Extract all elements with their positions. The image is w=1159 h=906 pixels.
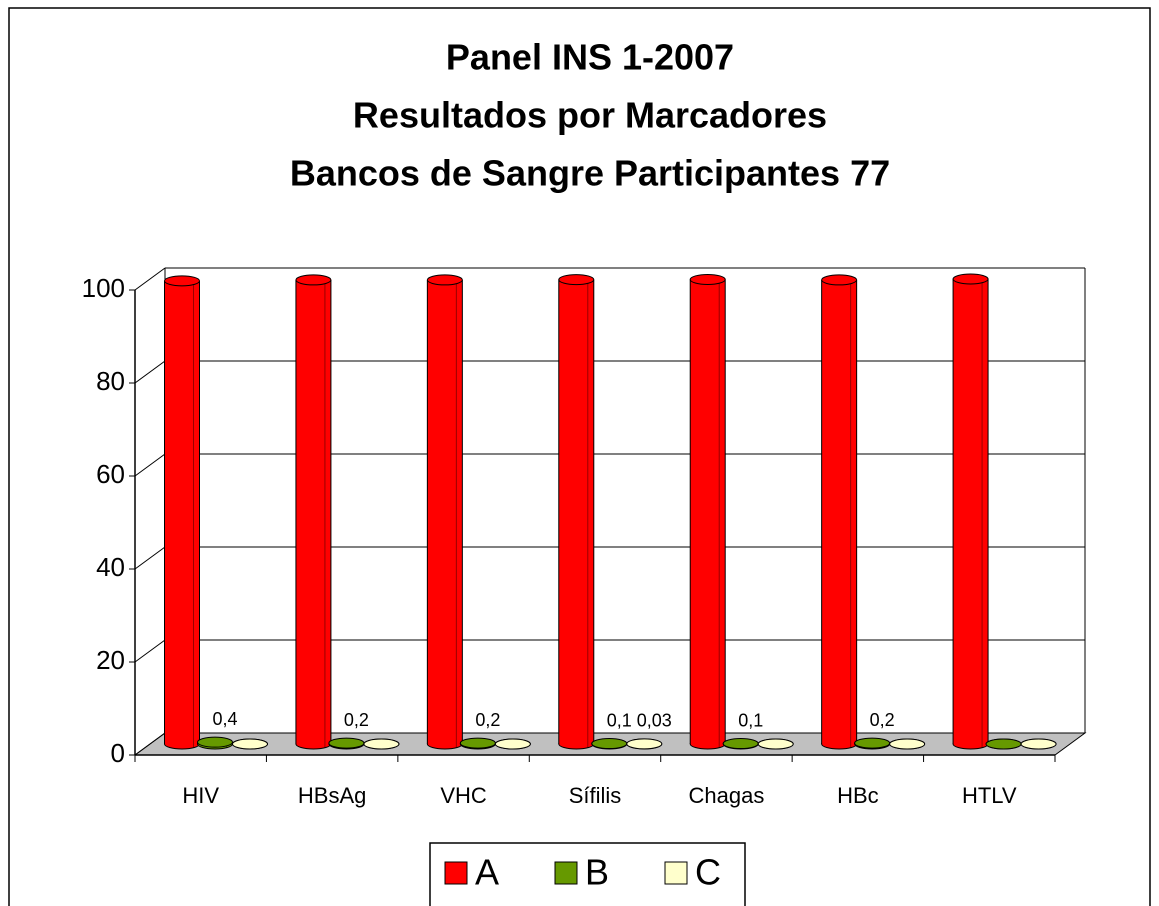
- bar-part: [626, 738, 663, 750]
- bar-part: [722, 738, 759, 750]
- bar-part: [558, 274, 595, 286]
- data-label: 0,2: [475, 710, 500, 730]
- bar: [328, 737, 365, 750]
- bar-part: [690, 279, 726, 744]
- bar-part: [164, 275, 200, 287]
- bar-part: [197, 736, 233, 748]
- legend-label: C: [695, 852, 721, 893]
- chart-title: Resultados por Marcadores: [353, 95, 827, 136]
- bar-part: [953, 279, 989, 744]
- bar-part: [363, 738, 400, 750]
- bar-part: [1020, 738, 1057, 750]
- bar: [558, 274, 595, 750]
- legend-swatch: [554, 861, 578, 885]
- bar-part: [821, 274, 858, 286]
- x-tick-label: HTLV: [962, 783, 1017, 808]
- bar: [821, 274, 858, 750]
- bar-part: [757, 738, 794, 750]
- bar: [197, 736, 233, 750]
- bar-part: [295, 279, 331, 744]
- y-tick-label: 100: [82, 273, 125, 303]
- grid-line: [134, 546, 166, 570]
- bar: [854, 737, 891, 750]
- bar: [426, 274, 463, 750]
- data-label: 0,4: [212, 709, 237, 729]
- data-label: 0,2: [870, 710, 895, 730]
- x-tick-label: VHC: [440, 783, 487, 808]
- grid-line: [134, 453, 166, 477]
- chart-title: Bancos de Sangre Participantes 77: [290, 153, 890, 194]
- bar-part: [328, 737, 365, 749]
- bar: [889, 738, 926, 750]
- bar-part: [889, 738, 926, 750]
- bar: [459, 737, 496, 750]
- data-label: 0,1: [607, 710, 632, 730]
- grid-line: [134, 732, 166, 756]
- bar-part: [821, 279, 857, 744]
- y-tick-label: 20: [96, 645, 125, 675]
- bar: [952, 273, 989, 750]
- bar: [722, 738, 759, 750]
- legend-label: A: [475, 852, 499, 893]
- legend-swatch: [664, 861, 688, 885]
- y-tick-label: 80: [96, 366, 125, 396]
- data-label: 0,1: [738, 710, 763, 730]
- bar-part: [854, 737, 891, 749]
- data-label: 0,03: [637, 711, 672, 731]
- bar: [494, 738, 531, 750]
- legend-box: [429, 842, 746, 906]
- bar-part: [426, 274, 463, 286]
- bar: [232, 738, 268, 750]
- grid-line: [134, 360, 166, 384]
- bar: [1020, 738, 1057, 750]
- y-tick-label: 40: [96, 552, 125, 582]
- grid-line: [134, 639, 166, 663]
- bar-part: [494, 738, 531, 750]
- bar-part: [558, 279, 594, 744]
- bar-part: [295, 274, 332, 286]
- data-label: 0,2: [344, 710, 369, 730]
- bar-part: [427, 279, 463, 744]
- bar-part: [164, 280, 200, 744]
- x-tick-label: Sífilis: [569, 783, 622, 808]
- bar-part: [985, 738, 1022, 750]
- bar: [985, 738, 1022, 750]
- y-tick-label: 0: [111, 738, 125, 768]
- bar-part: [689, 273, 726, 285]
- x-tick-label: HIV: [182, 783, 219, 808]
- bar-part: [459, 737, 496, 749]
- legend-label: B: [585, 852, 609, 893]
- y-tick-label: 60: [96, 459, 125, 489]
- bar: [626, 738, 663, 750]
- bar: [363, 738, 400, 750]
- grid-line: [134, 267, 166, 291]
- bar: [757, 738, 794, 750]
- bar: [164, 275, 200, 750]
- legend-swatch: [444, 861, 468, 885]
- bar: [689, 273, 726, 750]
- bar-part: [591, 738, 628, 750]
- bar-part: [232, 738, 268, 750]
- bar: [295, 274, 332, 750]
- bar: [591, 738, 628, 750]
- chart-title: Panel INS 1-2007: [446, 37, 734, 78]
- x-tick-label: HBsAg: [298, 783, 366, 808]
- x-tick-label: Chagas: [689, 783, 765, 808]
- bar-part: [952, 273, 989, 285]
- x-tick-label: HBc: [837, 783, 879, 808]
